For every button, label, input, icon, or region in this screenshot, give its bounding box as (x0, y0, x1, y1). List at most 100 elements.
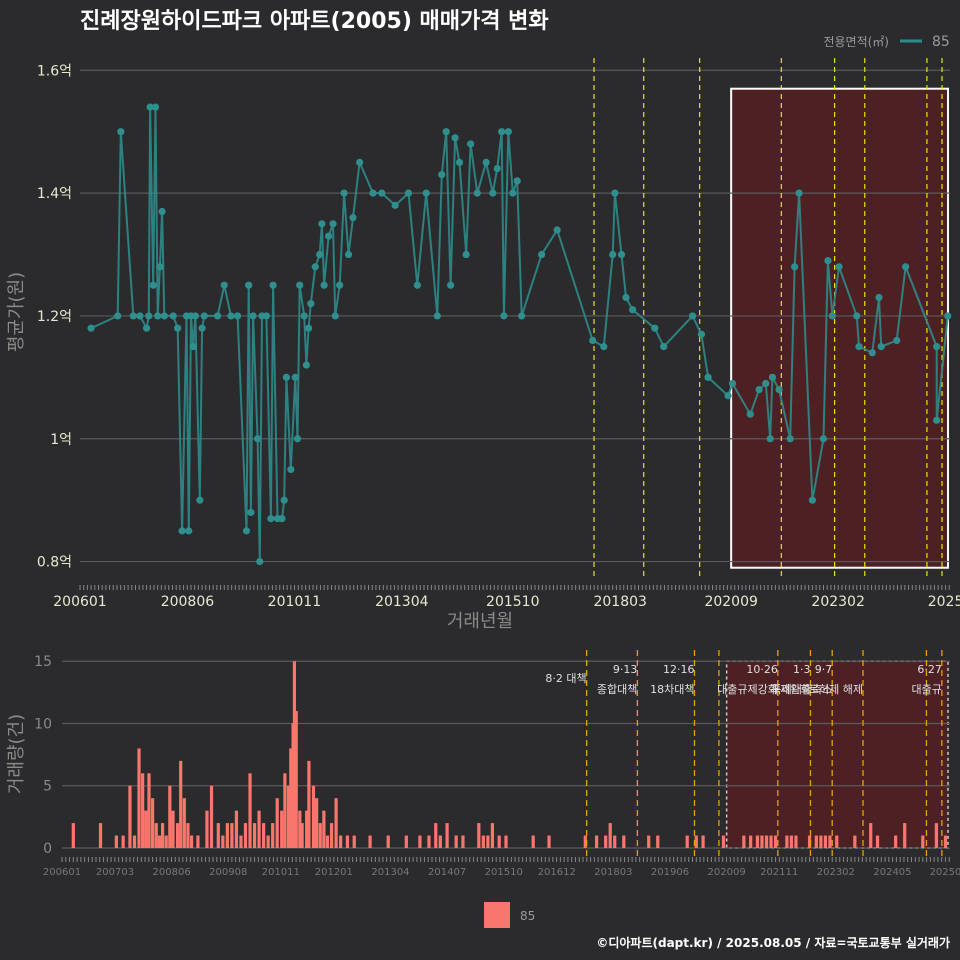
price-point-37 (267, 514, 275, 523)
volume-bar-78 (583, 835, 587, 848)
price-point-118 (855, 343, 863, 351)
price-point-4 (136, 312, 144, 320)
volume-bar-34 (257, 810, 261, 848)
price-point-0 (87, 324, 95, 332)
volume-bar-63 (418, 835, 422, 848)
volume-bar-94 (764, 835, 769, 848)
volume-bar-3 (121, 835, 125, 848)
volume-bar-58 (345, 835, 350, 848)
price-point-38 (269, 281, 277, 289)
volume-bar-52 (318, 823, 322, 848)
volume-bar-8 (144, 810, 148, 848)
price-point-21 (191, 312, 200, 320)
volume-bar-95 (769, 835, 773, 848)
policy-annotation-4-0: 1·3 (793, 663, 811, 676)
price-point-32 (249, 312, 257, 320)
price-point-124 (933, 343, 941, 351)
bottom-x-tick-11: 201906 (651, 867, 689, 878)
price-point-91 (609, 250, 617, 259)
price-point-50 (307, 300, 315, 308)
price-point-123 (902, 263, 910, 271)
price-point-11 (156, 263, 164, 271)
price-point-36 (262, 312, 271, 320)
price-point-1 (114, 312, 122, 320)
price-point-116 (835, 263, 843, 271)
price-point-8 (149, 281, 157, 289)
policy-annotation-2-1: 18차대책 (650, 683, 694, 696)
policy-annotation-4-1: 규제완화 (770, 683, 810, 696)
volume-bar-64 (427, 835, 431, 848)
volume-bar-44 (292, 661, 297, 848)
price-point-47 (300, 312, 308, 320)
volume-bar-92 (755, 835, 760, 848)
volume-bar-113 (943, 835, 948, 848)
price-point-90 (600, 343, 608, 351)
volume-bar-66 (438, 835, 442, 848)
volume-bar-26 (221, 835, 225, 848)
volume-bar-16 (171, 810, 175, 848)
volume-bar-37 (271, 823, 275, 848)
volume-bars (71, 661, 948, 848)
price-point-126 (944, 312, 952, 320)
volume-bar-90 (742, 835, 746, 848)
price-point-85 (513, 177, 521, 185)
volume-bar-10 (151, 798, 155, 848)
volume-bar-60 (368, 835, 372, 848)
price-point-68 (422, 189, 430, 197)
volume-bar-70 (477, 823, 481, 848)
volume-bar-50 (311, 785, 316, 848)
volume-bar-75 (504, 835, 508, 848)
legend-label: 85 (932, 34, 950, 50)
price-point-125 (933, 416, 941, 424)
price-point-81 (498, 128, 506, 136)
volume-bar-55 (329, 823, 334, 848)
volume-bar-42 (289, 748, 293, 848)
policy-annotation-0-0: 8·2 대책 (545, 672, 586, 685)
x-tick-0: 200601 (53, 594, 106, 610)
volume-bar-41 (286, 785, 291, 848)
price-point-106 (766, 435, 774, 443)
price-point-18 (185, 527, 193, 535)
bottom-x-tick-12: 202009 (708, 867, 746, 878)
chart-title: 진례장원하이드파크 아파트(2005) 매매가격 변화 (80, 9, 549, 34)
price-point-28 (233, 312, 242, 320)
volume-bar-99 (794, 835, 798, 848)
price-point-29 (242, 527, 251, 535)
volume-bar-82 (613, 835, 617, 848)
price-point-13 (160, 312, 168, 320)
price-point-51 (311, 263, 319, 271)
volume-bar-23 (205, 810, 209, 848)
price-point-83 (504, 128, 512, 136)
top-x-axis-title: 거래년월 (447, 611, 513, 632)
volume-bar-104 (828, 835, 832, 848)
bottom-y-tick-3: 15 (34, 654, 52, 670)
volume-bar-12 (157, 835, 162, 848)
price-point-30 (245, 281, 253, 289)
y-tick-1: 1억 (50, 432, 72, 448)
price-point-95 (629, 306, 637, 314)
policy-annotation-1-0: 9·13 (613, 663, 638, 676)
volume-bar-87 (694, 835, 698, 848)
volume-bar-79 (595, 835, 599, 848)
volume-bar-47 (300, 823, 304, 848)
bottom-x-tick-1: 200703 (96, 867, 134, 878)
volume-bar-71 (481, 835, 485, 848)
volume-bar-72 (486, 835, 490, 848)
price-point-66 (404, 189, 413, 197)
price-point-92 (611, 189, 619, 197)
price-point-87 (538, 250, 546, 259)
x-tick-7: 202302 (811, 594, 864, 610)
price-point-69 (433, 312, 441, 320)
volume-bar-45 (294, 711, 298, 848)
price-point-98 (688, 312, 697, 320)
x-tick-4: 201510 (486, 594, 539, 610)
bottom-x-tick-14: 202302 (817, 867, 855, 878)
volume-bar-6 (137, 748, 141, 848)
volume-bar-86 (685, 835, 689, 848)
bottom-x-tick-9: 201612 (538, 867, 576, 878)
price-point-122 (893, 336, 901, 345)
policy-annotation-5-0: 9·7 (815, 663, 833, 676)
price-point-121 (877, 343, 885, 351)
price-point-7 (146, 103, 154, 111)
volume-bar-62 (404, 835, 408, 848)
